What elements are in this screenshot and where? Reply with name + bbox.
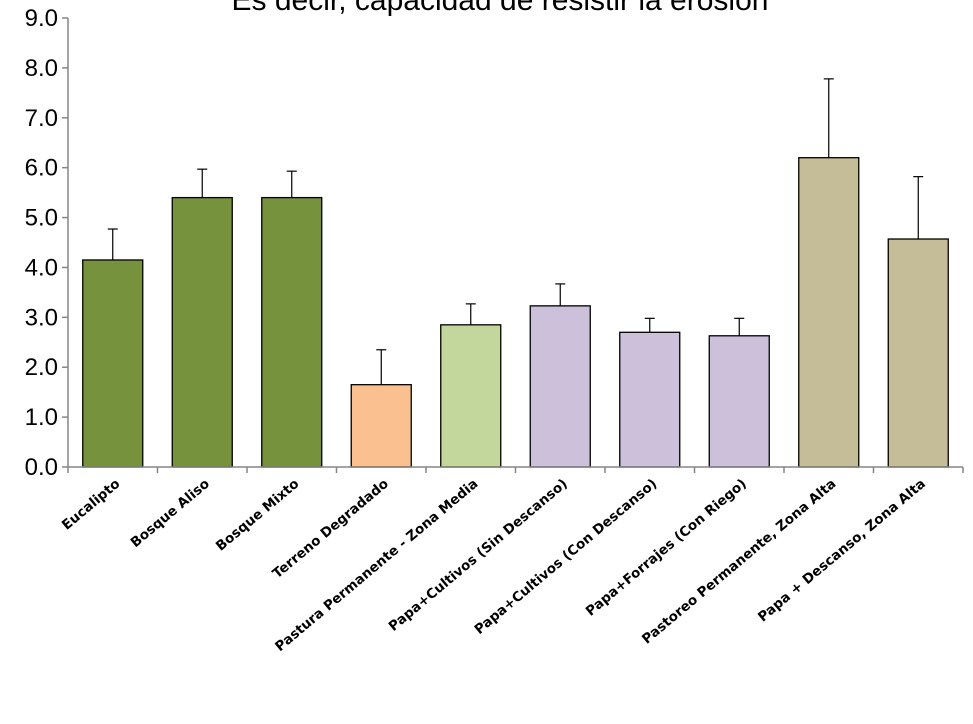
bar [350, 384, 412, 468]
bar [261, 196, 323, 468]
y-axis-ticks: 0.0 1.0 2.0 3.0 4.0 5.0 6.0 7.0 8.0 9.0 [25, 5, 964, 481]
y-tick-label: 2.0 [25, 354, 58, 381]
bar [171, 196, 233, 468]
x-category-label: Pastura Permanente - Zona Media [272, 476, 481, 655]
bar [798, 157, 860, 468]
x-axis-labels: Eucalipto Bosque Aliso Bosque MixtoTerreno… [59, 476, 929, 655]
x-category-label: Bosque Aliso [128, 476, 213, 551]
x-category-label: Eucalipto [59, 476, 123, 534]
y-tick-label: 5.0 [25, 205, 58, 232]
bar [440, 324, 502, 468]
x-category-label: Papa + Descanso, Zona Alta [755, 476, 929, 626]
error-bars [107, 78, 924, 385]
x-category-label: Papa+Cultivos (Sin Descanso) [386, 476, 571, 635]
chart-title: Es decir, capacidad de resistir la erosi… [232, 0, 769, 17]
bar [529, 305, 591, 468]
x-category-label: Papa+Forrajes (Con Riego) [583, 476, 750, 620]
bar [82, 259, 144, 468]
bar [887, 238, 949, 468]
y-tick-label: 0.0 [25, 454, 58, 481]
x-category-label: Bosque Mixto [213, 476, 302, 555]
y-tick-label: 1.0 [25, 404, 58, 431]
x-category-label: Pastoreo Permanente, Zona Alta [639, 476, 839, 648]
y-tick-label: 7.0 [25, 105, 58, 132]
x-category-label: Papa+Cultivos (Con Descanso) [472, 476, 661, 638]
y-tick-label: 4.0 [25, 254, 58, 281]
y-tick-label: 3.0 [25, 304, 58, 331]
y-tick-label: 9.0 [25, 5, 58, 32]
y-tick-label: 8.0 [25, 55, 58, 82]
bar [619, 331, 681, 468]
y-tick-label: 6.0 [25, 155, 58, 182]
bars [82, 157, 949, 468]
bar [708, 335, 770, 468]
